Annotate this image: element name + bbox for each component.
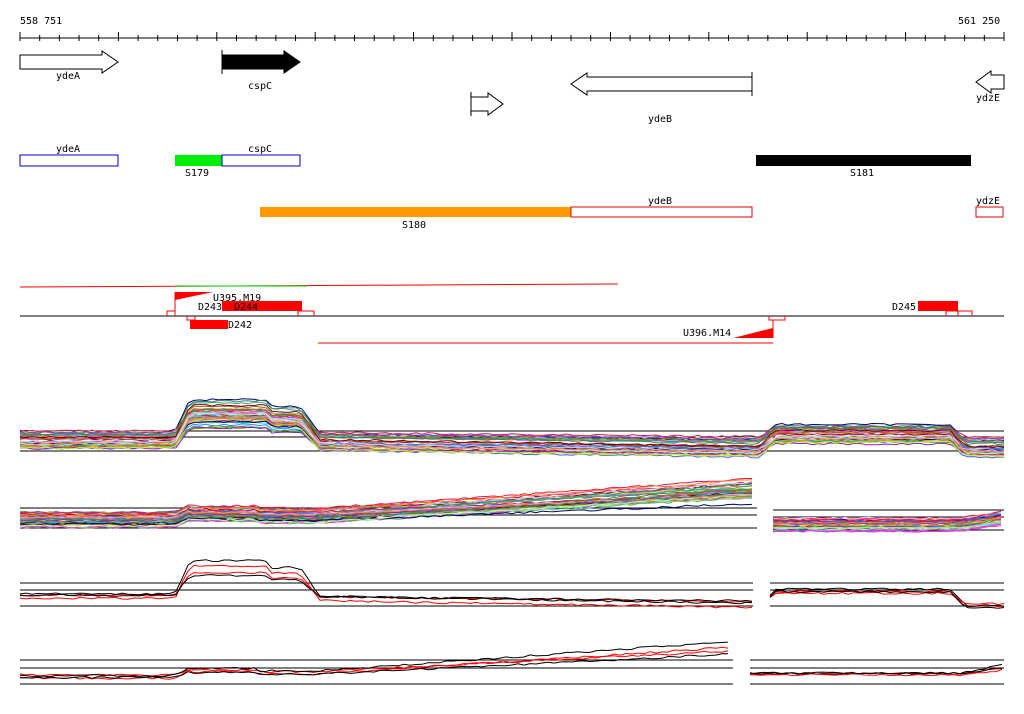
ruler-end-label: 561 250	[958, 16, 1000, 27]
profile-line	[769, 589, 1005, 608]
gene-label: ydzE	[976, 93, 1000, 104]
annotation-row-1: ydeA S179 cspC S181	[19, 144, 971, 179]
profile-line	[19, 417, 1005, 453]
summary-panel-2b	[749, 659, 1004, 685]
profile-line	[19, 493, 753, 520]
annotation-label: ydeA	[56, 144, 80, 155]
ruler-start-label: 558 751	[20, 16, 62, 27]
annotation-S181[interactable]	[756, 155, 971, 166]
profile-line	[19, 650, 729, 677]
gene-unnamed[interactable]	[470, 92, 504, 116]
profile-line	[19, 494, 753, 528]
profile-line	[19, 564, 753, 609]
summary-panel-1b	[769, 582, 1005, 609]
annotation-label: ydeB	[648, 196, 672, 207]
profile-line	[19, 426, 1005, 456]
gene-ydzE[interactable]: ydzE	[975, 70, 1005, 104]
feature-D242[interactable]: D242	[190, 320, 252, 331]
profile-line	[19, 408, 1005, 443]
summary-panel-2a	[19, 641, 733, 685]
profile-line	[772, 519, 1002, 528]
profile-line	[19, 479, 753, 517]
feature-D244[interactable]: D244	[234, 302, 258, 313]
gene-cspC[interactable]: cspC	[221, 50, 301, 92]
profile-line	[19, 646, 729, 680]
annotation-ydzE[interactable]	[975, 206, 1004, 218]
coordinate-ruler: 558 751 561 250	[19, 16, 1005, 41]
expression-panel-1	[19, 398, 1005, 459]
annotation-ydeB[interactable]	[570, 206, 753, 218]
expression-panels	[19, 398, 1005, 685]
feature-label: D242	[228, 320, 252, 331]
feature-label: D245	[892, 302, 916, 313]
profile-line	[772, 521, 1002, 530]
expression-panel-2b	[772, 509, 1004, 533]
profile-line	[19, 485, 753, 521]
annotation-label: S181	[850, 168, 874, 179]
gene-track: ydeA cspC ydeB ydzE	[19, 50, 1005, 125]
feature-D245[interactable]: D245	[892, 301, 958, 313]
feature-track: U395.M19 D243 D244 D242 U396.M14 D245	[19, 283, 1004, 344]
profile-line	[19, 492, 753, 524]
profile-line	[769, 587, 1005, 607]
feature-label: D243	[198, 302, 222, 313]
profile-line	[19, 408, 1005, 449]
expression-panel-2a	[19, 478, 757, 529]
profile-line	[772, 518, 1002, 525]
annotation-label: S180	[402, 220, 426, 231]
profile-line	[749, 667, 1003, 675]
profile-line	[19, 653, 729, 679]
profile-line	[19, 503, 753, 525]
annotation-cspC[interactable]	[221, 154, 301, 167]
annotation-row-2: S180 ydeB ydzE	[260, 196, 1004, 231]
annotation-ydeA[interactable]	[19, 154, 119, 167]
feature-D243[interactable]: D243	[198, 301, 302, 313]
profile-line	[19, 491, 753, 521]
gene-ydeB[interactable]: ydeB	[570, 72, 753, 125]
feature-label: U396.M14	[683, 328, 731, 339]
profile-line	[19, 419, 1005, 457]
profile-line	[19, 641, 729, 678]
profile-line	[19, 399, 1005, 446]
profile-line	[19, 478, 752, 515]
feature-U396.M14[interactable]: U396.M14	[683, 320, 774, 339]
gene-label: cspC	[248, 81, 272, 92]
profile-line	[19, 403, 1005, 448]
profile-line	[19, 574, 753, 603]
profile-line	[750, 668, 1003, 677]
ruler-ticks	[19, 32, 1005, 41]
profile-line	[19, 559, 753, 605]
annotation-S179[interactable]	[175, 155, 222, 166]
gene-label: ydeA	[56, 71, 80, 82]
profile-line	[772, 523, 1002, 533]
profile-line	[19, 411, 1005, 452]
gene-label: ydeB	[648, 114, 672, 125]
profile-line	[19, 425, 1005, 453]
profile-line	[772, 513, 1002, 524]
profile-line	[769, 591, 1005, 606]
profile-line	[769, 590, 1005, 609]
annotation-label: cspC	[248, 144, 272, 155]
annotation-S180[interactable]	[260, 207, 571, 217]
summary-panel-1a	[19, 559, 753, 609]
annotation-label: S179	[185, 168, 209, 179]
feature-label: U395.M19	[213, 293, 261, 304]
feature-label: D244	[234, 302, 258, 313]
profile-line	[772, 510, 1002, 522]
annotation-label: ydzE	[976, 196, 1000, 207]
gene-ydeA[interactable]: ydeA	[19, 50, 119, 82]
